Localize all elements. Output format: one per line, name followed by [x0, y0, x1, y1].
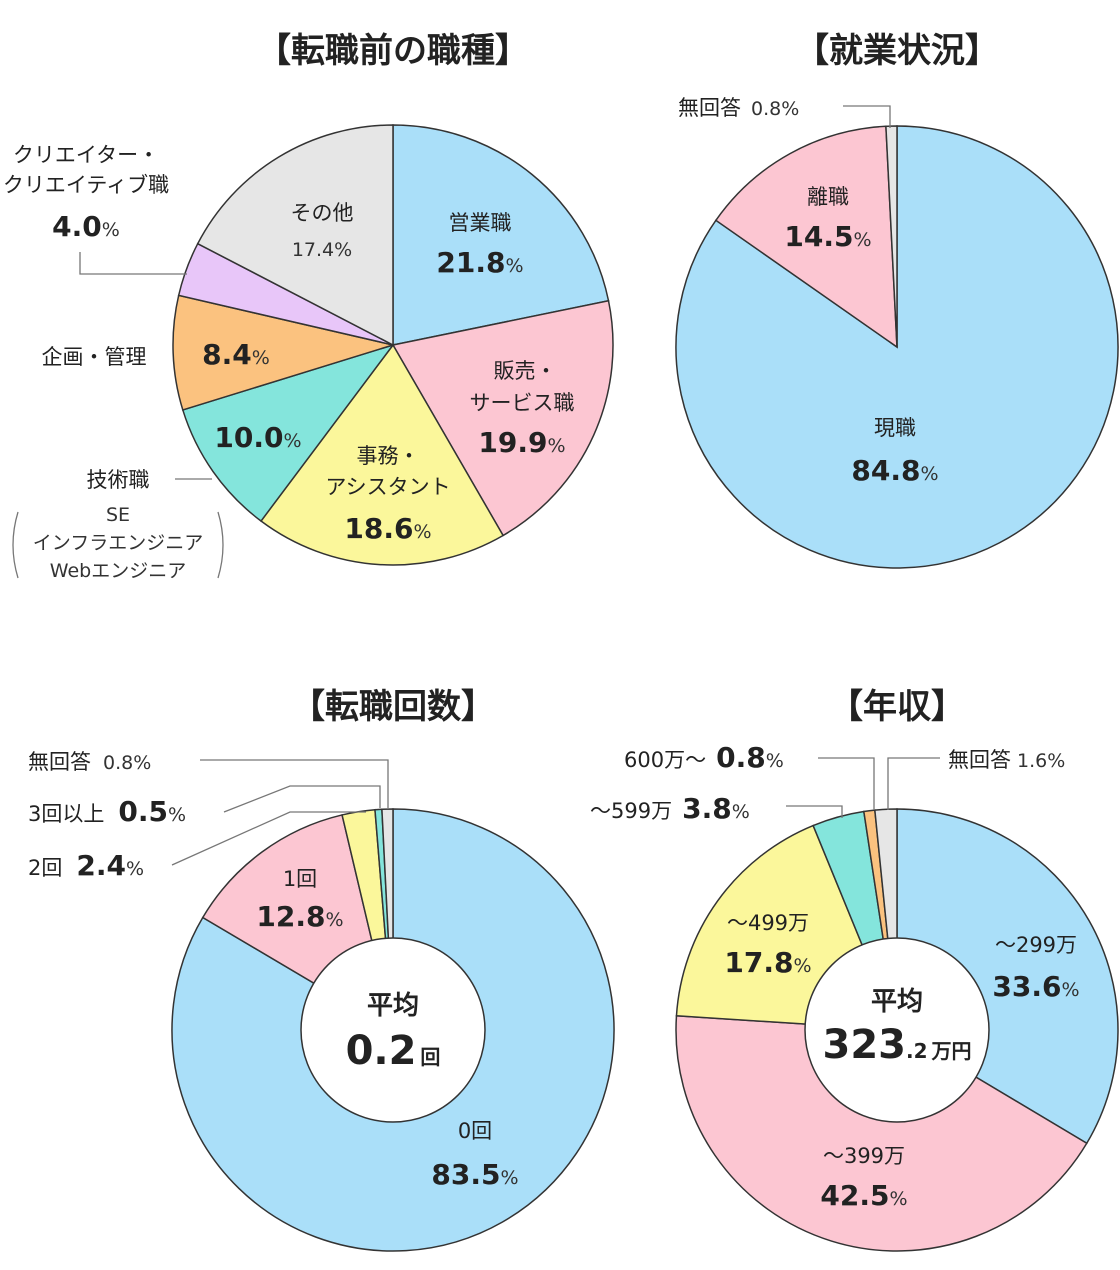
slice-label: 無回答 1.6%	[948, 748, 1065, 772]
slice-label: 600万～ 0.8%	[624, 741, 784, 774]
slice-label: ～499万	[727, 911, 809, 935]
pie-labels: ～299万 33.6% ～399万 42.5% ～499万 17.8% ～599…	[590, 741, 1080, 1212]
pie-slice	[885, 125, 898, 348]
slice-value: 10.0%	[214, 421, 301, 454]
pie-slice	[391, 299, 614, 537]
paren-right	[217, 511, 224, 579]
slice-label: サービス職	[470, 391, 575, 415]
slice-label: 1回	[283, 867, 317, 891]
pie-slice	[675, 1014, 1088, 1252]
center-label: 平均	[871, 987, 923, 1017]
slice-value: 21.8%	[436, 246, 523, 279]
pie-slice	[181, 343, 395, 523]
slice-label: 現職	[874, 416, 916, 440]
pie-labels: 営業職 21.8% 販売・ サービス職 19.9% 事務・ アシスタント 18.…	[3, 143, 575, 582]
slice-sublabel: Webエンジニア	[50, 560, 186, 582]
slice-value: 42.5%	[820, 1179, 907, 1212]
slice-label: 技術職	[87, 468, 150, 492]
slice-value: 17.4%	[292, 239, 352, 261]
pie-slice	[392, 124, 610, 346]
chart-annual-income: 【年収】 平均 323.2 万円 ～299万 33.6% ～399万 42.5% …	[590, 687, 1119, 1252]
center-value: 0.2 回	[346, 1028, 441, 1074]
slice-value: 19.9%	[478, 426, 565, 459]
slice-value: 33.6%	[992, 970, 1079, 1003]
slice-label: 離職	[807, 185, 849, 209]
donut-hole	[300, 937, 486, 1123]
pie-slices	[172, 124, 614, 566]
slice-label: 3回以上 0.5%	[28, 795, 186, 828]
slice-label: ～599万 3.8%	[590, 792, 750, 825]
slice-label: 無回答 0.8%	[678, 96, 799, 120]
slice-label: 販売・	[494, 359, 557, 383]
center-label: 平均	[367, 991, 419, 1021]
chart-title: 【転職回数】	[291, 687, 495, 727]
paren-left	[12, 511, 19, 579]
chart-prev-occupation: 【転職前の職種】 営業職 21.8% 販売・ サービス職 19.9% 事務・ ア…	[3, 31, 614, 582]
slice-value: 14.5%	[784, 220, 871, 253]
center-value: 323.2 万円	[822, 1022, 971, 1068]
slice-label: クリエイター・	[13, 143, 159, 167]
slice-value: 83.5%	[431, 1158, 518, 1191]
slice-label: 営業職	[449, 211, 512, 235]
slice-sublabel: SE	[106, 504, 130, 526]
chart-title: 【年収】	[829, 687, 965, 727]
slice-label: ～299万	[995, 933, 1077, 957]
pie-labels: 0回 83.5% 1回 12.8% 2回 2.4% 3回以上 0.5% 無回答 0.8…	[28, 750, 519, 1191]
pie-slice	[259, 343, 505, 566]
slice-label: その他	[291, 201, 354, 225]
pie-labels: 現職 84.8% 離職 14.5% 無回答 0.8%	[678, 96, 939, 487]
slice-label: クリエイティブ職	[3, 173, 169, 197]
slice-sublabel: インフラエンジニア	[33, 532, 203, 554]
slice-value: 4.0%	[52, 210, 120, 243]
pie-slice	[714, 125, 898, 349]
slice-label: 2回 2.4%	[28, 849, 144, 882]
slice-label: 企画・管理	[42, 345, 147, 369]
slice-label: 無回答 0.8%	[28, 750, 151, 774]
chart-employment-status: 【就業状況】 現職 84.8% 離職 14.5% 無回答 0.8%	[675, 31, 1119, 569]
slice-value: 8.4%	[202, 338, 270, 371]
pie-slice	[172, 294, 396, 411]
slice-label: ～399万	[823, 1144, 905, 1168]
chart-job-change-count: 【転職回数】 平均 0.2 回 0回 83.5% 1回 12.8% 2回 2.4% …	[28, 687, 615, 1252]
pie-slice	[196, 124, 394, 347]
chart-title: 【転職前の職種】	[257, 31, 529, 71]
slice-value: 17.8%	[724, 946, 811, 979]
slice-value: 12.8%	[256, 900, 343, 933]
pie-slices	[675, 125, 1119, 569]
chart-title: 【就業状況】	[795, 31, 999, 71]
slice-label: 0回	[458, 1119, 492, 1143]
slice-label: 事務・	[357, 444, 420, 468]
slice-value: 84.8%	[851, 454, 938, 487]
donut-hole	[804, 937, 990, 1123]
slice-label: アシスタント	[325, 475, 450, 499]
slice-value: 18.6%	[344, 512, 431, 545]
